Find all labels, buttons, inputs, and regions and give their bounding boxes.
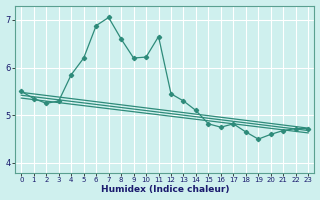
- X-axis label: Humidex (Indice chaleur): Humidex (Indice chaleur): [100, 185, 229, 194]
